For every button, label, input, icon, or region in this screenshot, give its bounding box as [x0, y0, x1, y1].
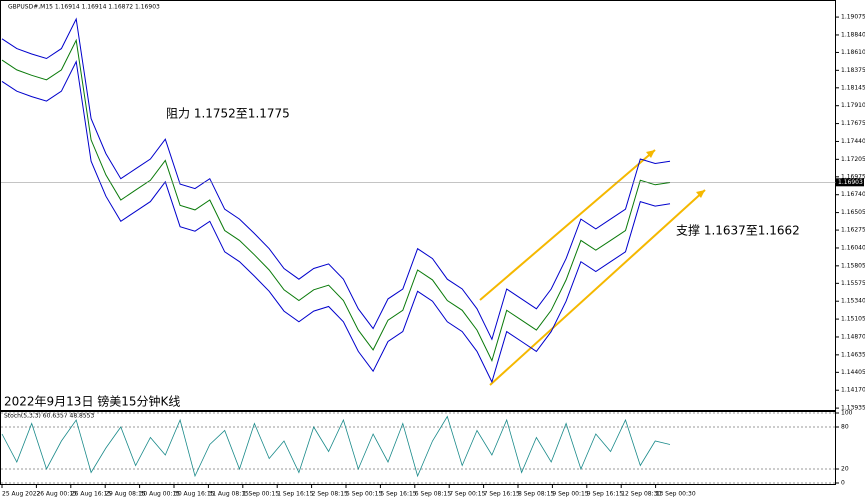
- series-line: [1, 38, 671, 362]
- y-tick-label: 100: [841, 410, 853, 417]
- header: GBPUSD#,M15 1.16914 1.16914 1.16872 1.16…: [8, 4, 160, 11]
- x-tick-label: 30 Aug 00:15: [140, 491, 181, 498]
- x-tick-label: 31 Aug 08:15: [208, 491, 249, 498]
- y-tick-label: 1.14170: [841, 387, 865, 394]
- annotation: 支撑 1.1637至1.1662: [676, 223, 800, 238]
- y-tick-label: 0: [841, 480, 845, 487]
- x-tick-label: 1 Sep 00:15: [243, 491, 279, 498]
- x-tick-label: 7 Sep 00:15: [449, 491, 485, 498]
- y-tick-label: 1.17675: [841, 120, 865, 127]
- y-tick-label: 1.16505: [841, 209, 865, 216]
- y-tick-label: 1.14405: [841, 369, 865, 376]
- y-tick-label: 1.18375: [841, 67, 865, 74]
- y-tick-label: 1.19075: [841, 14, 865, 21]
- x-tick-label: 6 Sep 08:15: [415, 491, 451, 498]
- y-tick-label: 20: [841, 466, 849, 473]
- y-tick-label: 1.15340: [841, 298, 865, 305]
- x-tick-label: 2 Sep 08:15: [312, 491, 348, 498]
- y-tick-label: 1.15805: [841, 262, 865, 269]
- y-tick-label: 1.16740: [841, 191, 865, 198]
- x-tick-label: 5 Sep 00:15: [346, 491, 382, 498]
- y-tick-label: 1.16275: [841, 227, 865, 234]
- series-line: [1, 59, 671, 384]
- x-tick-label: 7 Sep 16:15: [484, 491, 520, 498]
- x-tick-label: 29 Aug 08:15: [105, 491, 146, 498]
- x-tick-label: 5 Sep 16:15: [380, 491, 416, 498]
- y-tick-label: 1.17205: [841, 156, 865, 163]
- arrow-head: [696, 190, 705, 198]
- channel-lower: [489, 189, 706, 386]
- y-tick-label: 1.18610: [841, 49, 865, 56]
- x-tick-label: 1 Sep 16:15: [277, 491, 313, 498]
- main-frame: [0, 0, 836, 411]
- x-tick-label: 26 Aug 00:15: [36, 491, 77, 498]
- series-line: [1, 415, 671, 478]
- y-tick-label: 1.17440: [841, 138, 865, 145]
- sub-frame: [0, 411, 836, 485]
- y-tick-label: 1.14635: [841, 351, 865, 358]
- arrow-head: [646, 150, 655, 158]
- x-tick-label: 13 Sep 00:30: [656, 491, 696, 498]
- price-tag-label: 1.16903: [838, 179, 863, 186]
- price-tag: [836, 178, 864, 187]
- annotation: 2022年9月13日 镑美15分钟K线: [4, 394, 180, 409]
- x-tick-label: 9 Sep 00:15: [552, 491, 588, 498]
- y-tick-label: 1.15105: [841, 316, 865, 323]
- y-tick-label: 1.16040: [841, 244, 865, 251]
- channel-upper: [479, 149, 656, 301]
- x-tick-label: 25 Aug 2022: [2, 491, 41, 498]
- x-tick-label: 30 Aug 16:15: [174, 491, 215, 498]
- x-tick-label: 9 Sep 16:15: [587, 491, 623, 498]
- y-tick-label: 1.17910: [841, 102, 865, 109]
- y-tick-label: 1.13935: [841, 405, 865, 412]
- x-tick-label: 8 Sep 08:15: [518, 491, 554, 498]
- series-line: [1, 17, 671, 341]
- y-tick-label: 1.14870: [841, 333, 865, 340]
- sub-title: Stoch(5,3,3) 60.6357 48.8553: [4, 413, 95, 420]
- x-tick-label: 26 Aug 16:15: [71, 491, 112, 498]
- x-tick-label: 12 Sep 08:30: [621, 491, 661, 498]
- y-tick-label: 1.18145: [841, 84, 865, 91]
- y-tick-label: 1.16975: [841, 173, 865, 180]
- y-tick-label: 1.18840: [841, 31, 865, 38]
- y-tick-label: 1.15575: [841, 280, 865, 287]
- annotation: 阻力 1.1752至1.1775: [166, 107, 290, 121]
- y-tick-label: 80: [841, 424, 849, 431]
